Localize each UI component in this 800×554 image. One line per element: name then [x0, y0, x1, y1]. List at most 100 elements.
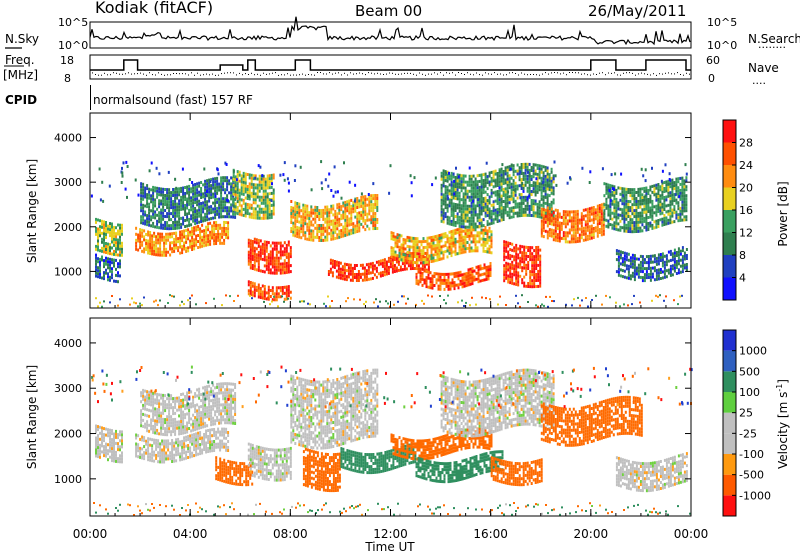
echo-cell — [417, 279, 420, 283]
echo-cell — [261, 269, 264, 273]
echo-cell — [254, 207, 257, 211]
echo-cell — [556, 227, 559, 231]
echo-cell — [264, 183, 267, 187]
echo-cell — [472, 249, 475, 253]
echo-cell — [484, 172, 487, 176]
echo-cell — [637, 272, 640, 276]
echo-cell — [287, 240, 290, 244]
nave-point — [494, 72, 495, 74]
echo-cell — [409, 264, 412, 268]
echo-cell — [416, 240, 419, 244]
echo-cell — [592, 230, 595, 233]
echo-cell — [390, 249, 393, 253]
echo-cell — [176, 208, 179, 212]
echo-cell — [410, 245, 413, 249]
echo-cell — [536, 211, 539, 215]
echo-cell — [357, 273, 360, 276]
echo-cell — [492, 206, 495, 210]
echo-cell — [537, 257, 540, 261]
echo-cell — [221, 226, 224, 230]
echo-cell — [256, 204, 259, 208]
echo-cell — [475, 271, 478, 275]
echo-cell — [343, 265, 346, 269]
echo-cell — [576, 221, 579, 225]
echo-cell — [470, 198, 473, 202]
echo-cell — [486, 250, 489, 254]
echo-cell — [208, 190, 211, 194]
echo-cell — [528, 192, 531, 196]
echo-cell — [220, 191, 223, 195]
echo-cell — [621, 251, 624, 255]
echo-cell — [673, 208, 676, 212]
echo-cell — [440, 216, 443, 220]
echo-cell — [160, 211, 163, 215]
echo-cell — [502, 173, 505, 176]
echo-cell — [542, 174, 545, 178]
echo-cell — [503, 249, 506, 253]
echo-cell — [121, 247, 123, 251]
echo-cell — [338, 202, 341, 206]
echo-cell — [520, 199, 523, 202]
echo-cell — [467, 271, 470, 275]
echo-cell — [629, 230, 632, 234]
echo-cell — [225, 221, 228, 224]
echo-cell — [490, 242, 493, 246]
echo-cell — [548, 216, 551, 220]
echo-cell — [338, 232, 341, 236]
echo-cell — [637, 269, 640, 273]
echo-cell — [484, 196, 487, 200]
echo-cell — [109, 278, 111, 282]
echo-cell — [222, 188, 225, 192]
echo-cell — [683, 200, 686, 204]
echo-cell — [232, 174, 235, 178]
echo-cell — [478, 191, 481, 195]
echo-cell — [186, 191, 189, 195]
echo-cell — [275, 289, 278, 293]
echo-cell — [374, 224, 377, 227]
echo-cell — [550, 219, 553, 223]
echo-cell — [641, 258, 644, 262]
echo-cell — [385, 266, 388, 270]
echo-cell — [448, 219, 451, 223]
echo-cell — [472, 195, 475, 199]
echo-cell — [645, 222, 648, 226]
echo-cell — [376, 206, 379, 209]
echo-cell — [372, 212, 375, 216]
echo-cell — [97, 248, 99, 252]
echo-cell — [529, 285, 532, 289]
nave-point — [587, 74, 588, 76]
echo-cell — [556, 224, 559, 228]
echo-cell — [661, 181, 664, 185]
echo-cell — [208, 193, 211, 197]
echo-cell — [172, 203, 175, 206]
echo-cell — [492, 185, 495, 189]
echo-cell — [268, 198, 271, 202]
echo-cell — [334, 218, 337, 222]
echo-cell — [409, 252, 412, 256]
echo-cell — [681, 255, 684, 259]
echo-cell — [504, 181, 507, 185]
echo-cell — [228, 212, 231, 216]
echo-cell — [447, 281, 450, 285]
echo-cell — [163, 235, 166, 239]
echo-cell — [213, 242, 216, 246]
echo-cell — [677, 253, 680, 257]
echo-cell — [504, 211, 507, 215]
echo-cell — [267, 259, 270, 263]
echo-cell — [456, 185, 459, 189]
echo-cell — [643, 267, 646, 271]
echo-cell — [568, 228, 571, 232]
echo-cell — [95, 256, 97, 260]
echo-cell — [617, 261, 620, 265]
echo-cell — [266, 198, 269, 202]
echo-cell — [492, 173, 495, 177]
echo-cell — [283, 297, 286, 301]
echo-cell — [252, 216, 255, 220]
echo-cell — [406, 235, 409, 239]
echo-cell — [252, 210, 255, 214]
echo-cell — [524, 195, 527, 199]
echo-cell — [151, 246, 154, 250]
echo-cell — [194, 201, 197, 204]
echo-cell — [548, 213, 551, 217]
echo-cell — [166, 194, 169, 198]
